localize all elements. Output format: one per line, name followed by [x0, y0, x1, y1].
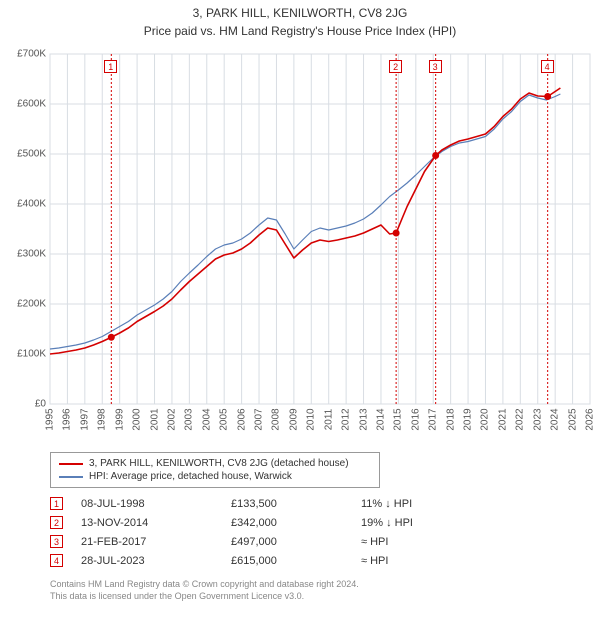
- chart-marker-2: 2: [389, 60, 402, 73]
- x-tick-label: 2005: [219, 408, 230, 430]
- y-tick-label: £300K: [17, 249, 46, 260]
- chart-marker-4: 4: [541, 60, 554, 73]
- x-tick-label: 2000: [132, 408, 143, 430]
- y-tick-label: £200K: [17, 299, 46, 310]
- chart-marker-1: 1: [104, 60, 117, 73]
- x-tick-label: 2025: [567, 408, 578, 430]
- x-tick-label: 1995: [45, 408, 56, 430]
- tx-date: 21-FEB-2017: [81, 532, 231, 551]
- legend-item: HPI: Average price, detached house, Warw…: [59, 470, 371, 483]
- credit-text: Contains HM Land Registry data © Crown c…: [50, 578, 600, 602]
- chart-area: £0£100K£200K£300K£400K£500K£600K£700K 19…: [0, 44, 600, 444]
- chart-svg: [0, 44, 600, 444]
- chart-title: 3, PARK HILL, KENILWORTH, CV8 2JG: [0, 0, 600, 20]
- tx-marker-3: 3: [50, 535, 63, 548]
- y-tick-label: £400K: [17, 199, 46, 210]
- x-tick-label: 2003: [184, 408, 195, 430]
- tx-date: 13-NOV-2014: [81, 513, 231, 532]
- tx-compare: 11% ↓ HPI: [361, 494, 471, 513]
- legend-swatch: [59, 476, 83, 478]
- tx-marker-4: 4: [50, 554, 63, 567]
- table-row: 4 28-JUL-2023£615,000≈ HPI: [50, 551, 471, 570]
- tx-compare: ≈ HPI: [361, 532, 471, 551]
- tx-price: £615,000: [231, 551, 361, 570]
- y-tick-label: £700K: [17, 49, 46, 60]
- x-tick-label: 2015: [393, 408, 404, 430]
- x-tick-label: 2022: [515, 408, 526, 430]
- table-row: 1 08-JUL-1998£133,50011% ↓ HPI: [50, 494, 471, 513]
- x-tick-label: 1999: [114, 408, 125, 430]
- tx-compare: ≈ HPI: [361, 551, 471, 570]
- legend-label: HPI: Average price, detached house, Warw…: [89, 471, 292, 482]
- y-tick-label: £500K: [17, 149, 46, 160]
- x-tick-label: 2011: [323, 409, 334, 431]
- tx-price: £342,000: [231, 513, 361, 532]
- transaction-table: 1 08-JUL-1998£133,50011% ↓ HPI 2 13-NOV-201…: [50, 494, 471, 570]
- x-tick-label: 2007: [254, 408, 265, 430]
- x-tick-label: 2026: [585, 408, 596, 430]
- credit-line-1: Contains HM Land Registry data © Crown c…: [50, 578, 600, 590]
- x-tick-label: 2024: [550, 408, 561, 430]
- x-tick-label: 2019: [463, 408, 474, 430]
- x-tick-label: 2014: [375, 408, 386, 430]
- tx-marker-1: 1: [50, 497, 63, 510]
- tx-date: 28-JUL-2023: [81, 551, 231, 570]
- chart-marker-3: 3: [429, 60, 442, 73]
- table-row: 2 13-NOV-2014£342,00019% ↓ HPI: [50, 513, 471, 532]
- x-tick-label: 1998: [97, 408, 108, 430]
- legend-swatch: [59, 463, 83, 465]
- y-tick-label: £100K: [17, 349, 46, 360]
- tx-date: 08-JUL-1998: [81, 494, 231, 513]
- x-tick-label: 2018: [445, 408, 456, 430]
- x-tick-label: 2001: [149, 408, 160, 430]
- tx-marker-2: 2: [50, 516, 63, 529]
- x-tick-label: 2021: [497, 408, 508, 430]
- chart-subtitle: Price paid vs. HM Land Registry's House …: [0, 20, 600, 44]
- x-tick-label: 2017: [428, 408, 439, 430]
- x-tick-label: 2012: [341, 408, 352, 430]
- x-tick-label: 2008: [271, 408, 282, 430]
- table-row: 3 21-FEB-2017£497,000≈ HPI: [50, 532, 471, 551]
- x-tick-label: 2004: [201, 408, 212, 430]
- x-tick-label: 2023: [532, 408, 543, 430]
- tx-price: £133,500: [231, 494, 361, 513]
- x-tick-label: 2013: [358, 408, 369, 430]
- x-tick-label: 1996: [62, 408, 73, 430]
- x-tick-label: 2006: [236, 408, 247, 430]
- x-tick-label: 2020: [480, 408, 491, 430]
- x-tick-label: 2002: [166, 408, 177, 430]
- x-tick-label: 2016: [410, 408, 421, 430]
- tx-price: £497,000: [231, 532, 361, 551]
- x-tick-label: 2009: [288, 408, 299, 430]
- x-tick-label: 2010: [306, 408, 317, 430]
- legend: 3, PARK HILL, KENILWORTH, CV8 2JG (detac…: [50, 452, 380, 488]
- x-tick-label: 1997: [79, 408, 90, 430]
- legend-item: 3, PARK HILL, KENILWORTH, CV8 2JG (detac…: [59, 457, 371, 470]
- credit-line-2: This data is licensed under the Open Gov…: [50, 590, 600, 602]
- legend-label: 3, PARK HILL, KENILWORTH, CV8 2JG (detac…: [89, 458, 349, 469]
- y-tick-label: £600K: [17, 99, 46, 110]
- tx-compare: 19% ↓ HPI: [361, 513, 471, 532]
